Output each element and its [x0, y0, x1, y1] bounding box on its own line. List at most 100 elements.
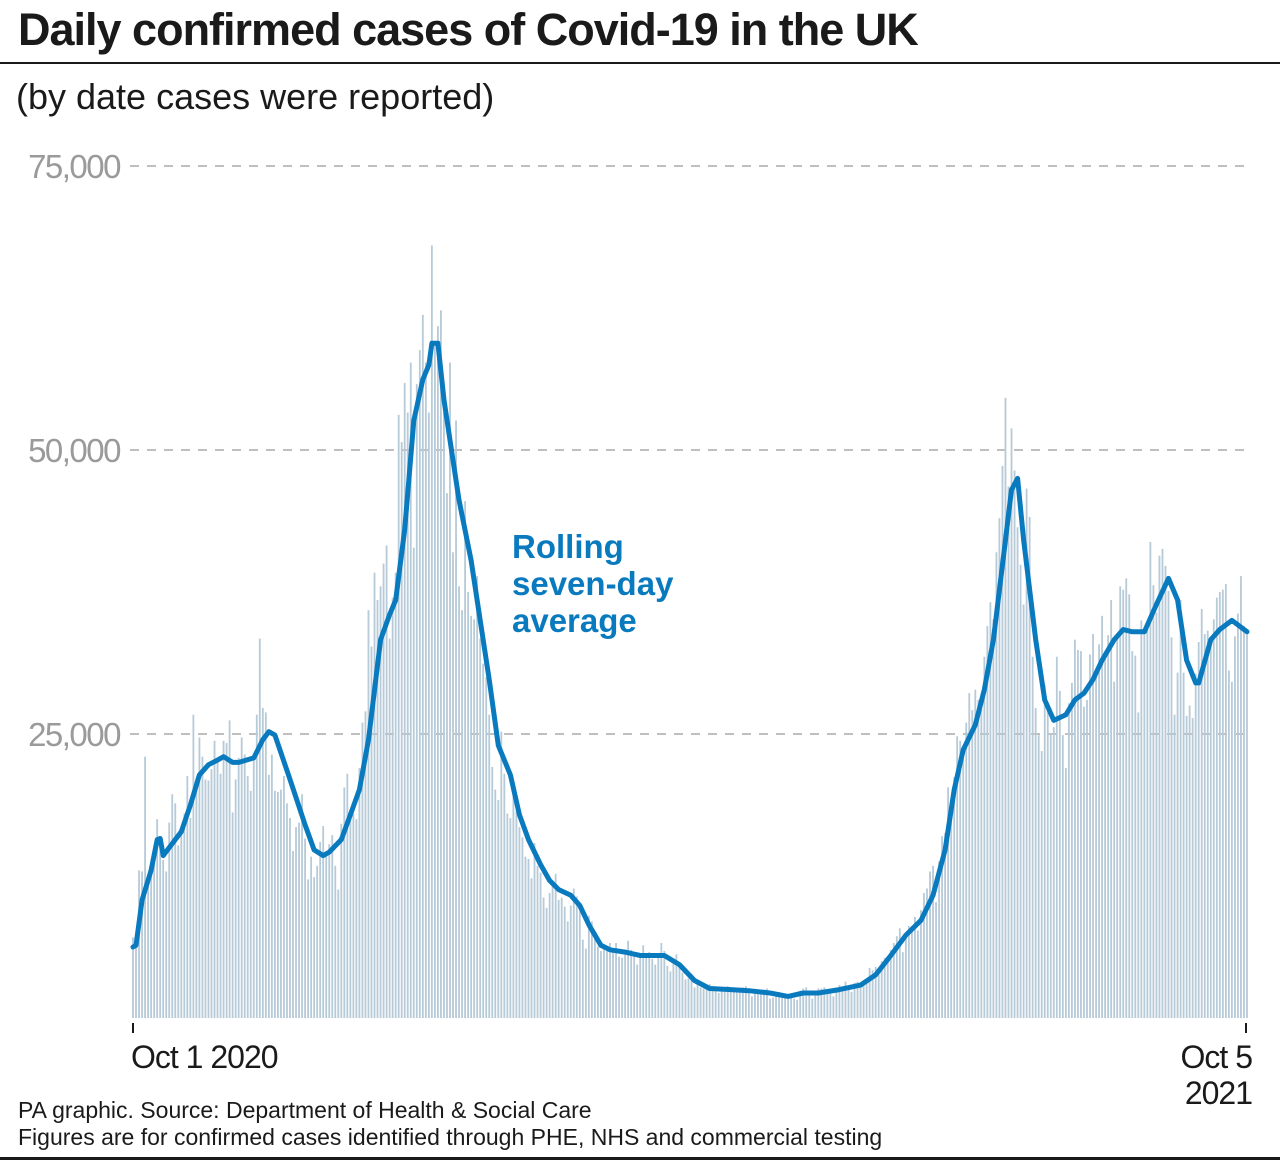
- x-tick-label-end-line1: Oct 5: [1181, 1039, 1253, 1075]
- daily-bar: [361, 722, 364, 1018]
- daily-bar: [950, 822, 953, 1018]
- daily-bar: [850, 991, 853, 1018]
- daily-bar: [219, 773, 222, 1018]
- daily-bar: [249, 790, 252, 1018]
- daily-bar: [1206, 630, 1209, 1018]
- daily-bar: [847, 987, 850, 1018]
- daily-bar: [542, 897, 545, 1018]
- daily-bar: [735, 991, 738, 1018]
- daily-bar: [246, 776, 249, 1018]
- daily-bar: [569, 905, 572, 1018]
- daily-bar: [772, 997, 774, 1018]
- daily-bar: [578, 911, 581, 1018]
- daily-bar: [907, 925, 910, 1018]
- daily-bar: [621, 957, 623, 1018]
- daily-bar: [479, 638, 482, 1018]
- daily-bar: [503, 773, 506, 1018]
- daily-bar: [986, 626, 989, 1018]
- daily-bar: [1140, 620, 1143, 1018]
- daily-bar: [560, 897, 563, 1018]
- daily-bar: [135, 939, 137, 1018]
- daily-bar: [1234, 636, 1236, 1018]
- daily-bar: [1240, 576, 1242, 1018]
- daily-bar: [711, 988, 714, 1018]
- daily-bar: [663, 950, 666, 1018]
- daily-bar: [373, 572, 376, 1018]
- daily-bar: [427, 412, 430, 1019]
- daily-bar: [823, 987, 826, 1018]
- daily-bar: [1134, 655, 1137, 1018]
- daily-bar: [705, 985, 708, 1018]
- daily-bar: [998, 518, 1001, 1018]
- daily-bar: [971, 710, 974, 1018]
- daily-bar: [295, 827, 297, 1018]
- daily-bar: [1230, 681, 1233, 1018]
- daily-bar: [1010, 428, 1013, 1018]
- rolling-average-line: [130, 340, 1250, 999]
- daily-bar: [681, 972, 684, 1018]
- daily-bar: [485, 677, 488, 1018]
- daily-bar: [1173, 714, 1176, 1018]
- daily-bar: [557, 899, 560, 1018]
- daily-bar: [763, 989, 765, 1018]
- daily-bar: [581, 939, 584, 1018]
- daily-bar: [1064, 768, 1067, 1018]
- daily-bar: [180, 828, 183, 1018]
- daily-bar: [895, 936, 898, 1018]
- daily-bar: [138, 870, 140, 1018]
- daily-bar: [675, 954, 678, 1018]
- daily-bar: [944, 832, 947, 1018]
- daily-bar: [829, 989, 832, 1018]
- daily-bar: [938, 861, 940, 1018]
- daily-bar: [1070, 682, 1073, 1018]
- daily-bar: [255, 714, 258, 1018]
- daily-bar: [1077, 649, 1079, 1018]
- daily-bar: [904, 932, 907, 1018]
- daily-bar: [732, 991, 735, 1018]
- daily-bar: [648, 952, 651, 1018]
- daily-bar: [264, 712, 267, 1018]
- daily-bar: [1004, 397, 1007, 1018]
- daily-bar: [805, 987, 808, 1018]
- daily-bar: [349, 808, 352, 1018]
- daily-bar: [165, 871, 168, 1018]
- daily-bar: [156, 819, 159, 1018]
- daily-bar: [717, 993, 720, 1018]
- daily-bar: [316, 865, 319, 1018]
- daily-bar: [430, 245, 433, 1018]
- daily-bar: [609, 943, 611, 1018]
- daily-bar: [355, 819, 358, 1018]
- daily-bar: [403, 382, 406, 1018]
- daily-bar: [497, 799, 500, 1018]
- daily-bar: [808, 991, 811, 1018]
- daily-bar: [1224, 584, 1227, 1018]
- daily-bar: [473, 619, 476, 1018]
- daily-bar: [322, 826, 325, 1018]
- daily-bar: [1218, 592, 1221, 1018]
- daily-bar: [1092, 634, 1094, 1018]
- daily-bar: [726, 986, 729, 1018]
- daily-bar: [1043, 685, 1046, 1018]
- daily-bar: [636, 964, 639, 1018]
- daily-bar: [965, 722, 968, 1018]
- daily-bar: [1215, 597, 1218, 1018]
- daily-bar: [672, 960, 675, 1018]
- daily-bar: [1212, 619, 1215, 1018]
- daily-bar: [844, 981, 847, 1018]
- daily-bar: [509, 818, 512, 1018]
- daily-bar: [1116, 638, 1119, 1018]
- daily-bar: [862, 981, 865, 1018]
- daily-bar: [1025, 488, 1028, 1018]
- daily-bar: [1149, 542, 1152, 1018]
- daily-bar: [1019, 564, 1022, 1018]
- daily-bar: [1058, 690, 1061, 1018]
- daily-bar: [618, 956, 620, 1018]
- daily-bar: [304, 838, 306, 1018]
- daily-bar: [301, 794, 303, 1018]
- daily-bar: [364, 711, 367, 1018]
- daily-bar: [1080, 651, 1082, 1018]
- daily-bar: [141, 871, 143, 1018]
- daily-bar: [325, 853, 328, 1018]
- daily-bar: [530, 878, 533, 1018]
- daily-bar: [630, 949, 633, 1018]
